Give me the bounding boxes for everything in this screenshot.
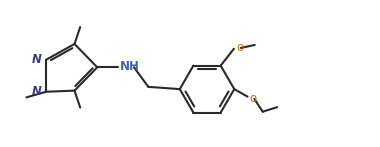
Text: o: o: [236, 41, 243, 54]
Text: o: o: [250, 92, 257, 105]
Text: N: N: [32, 53, 41, 66]
Text: NH: NH: [120, 60, 140, 73]
Text: N: N: [32, 85, 41, 98]
